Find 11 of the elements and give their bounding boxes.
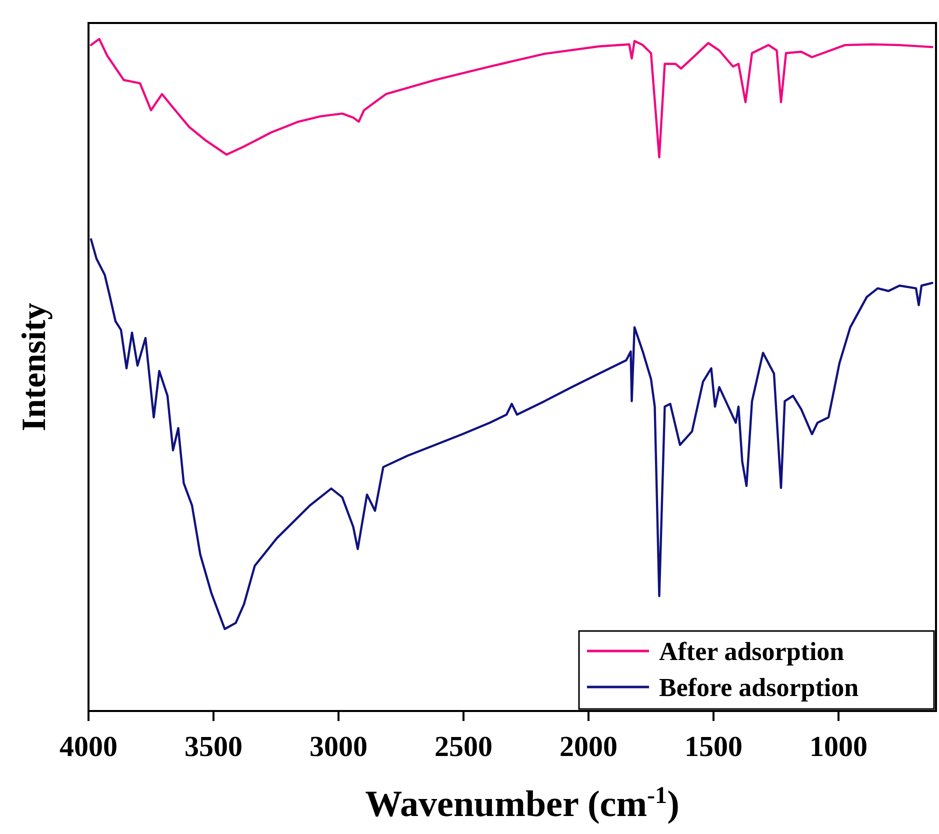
legend-label: Before adsorption	[659, 673, 860, 702]
x-tick-label: 4000	[60, 731, 118, 763]
x-tick-label: 3500	[184, 731, 242, 763]
x-axis-title: Wavenumber (cm$^{-1}$)	[365, 783, 680, 825]
legend-label: After adsorption	[659, 637, 845, 666]
x-tick-label: 1000	[810, 731, 868, 763]
x-tick-label: 1500	[684, 731, 742, 763]
x-tick-label: 3000	[310, 731, 368, 763]
x-tick-label: 2000	[560, 731, 618, 763]
x-tick-label: 2500	[434, 731, 492, 763]
y-axis-title: Intensity	[16, 302, 53, 432]
